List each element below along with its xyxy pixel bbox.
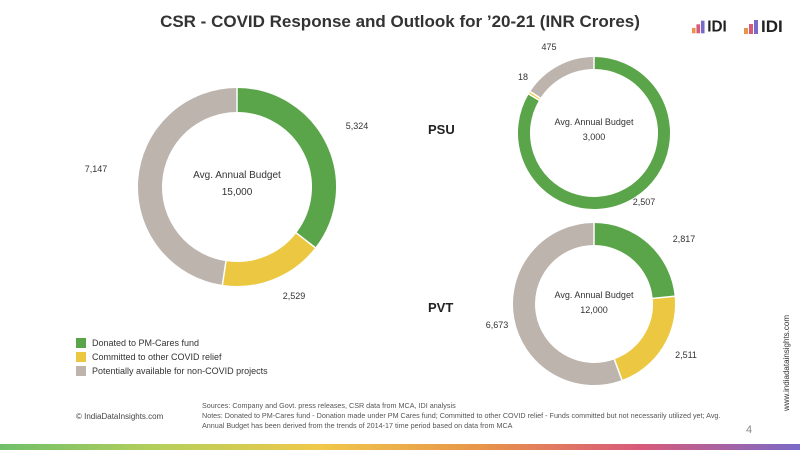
slice-separator — [527, 92, 541, 102]
donut-slice — [593, 223, 675, 299]
slice-value-label: 18 — [518, 72, 528, 82]
legend-swatch — [76, 338, 86, 348]
logo-text: IDI — [761, 17, 783, 36]
donut-slice — [518, 57, 670, 209]
donut-chart-psu: Avg. Annual Budget 3,000 2,507 18 475 — [518, 42, 670, 209]
slice-value-label: 6,673 — [486, 320, 509, 330]
legend-label: Committed to other COVID relief — [92, 352, 222, 362]
center-value: 12,000 — [580, 305, 608, 315]
legend: Donated to PM-Cares fund Committed to ot… — [76, 336, 268, 378]
slice-value-label: 2,529 — [283, 291, 306, 301]
legend-label: Potentially available for non-COVID proj… — [92, 366, 268, 376]
slice-value-label: 7,147 — [85, 164, 108, 174]
sources-text: Sources: Company and Govt. press release… — [202, 401, 456, 410]
legend-swatch — [76, 352, 86, 362]
page-number: 4 — [746, 424, 753, 436]
slice-value-label: 2,507 — [633, 197, 656, 207]
logo-bars-icon — [691, 20, 706, 34]
slice-separator — [613, 358, 623, 382]
slice-separator — [651, 295, 676, 300]
center-label: Avg. Annual Budget — [555, 290, 634, 300]
legend-item-donated: Donated to PM-Cares fund — [76, 336, 268, 350]
donut-slice — [530, 57, 595, 99]
logo-bars-icon — [744, 20, 759, 34]
legend-label: Donated to PM-Cares fund — [92, 338, 200, 348]
chart-label-psu: PSU — [428, 122, 455, 137]
donut-slice — [236, 88, 336, 248]
slice-value-label: 475 — [541, 42, 556, 52]
slice-separator — [529, 90, 542, 100]
bottom-gradient-bar — [0, 444, 800, 450]
website-text: www.indiadatainsights.com — [782, 315, 791, 412]
center-value: 3,000 — [583, 132, 606, 142]
logo-text: IDI — [707, 18, 727, 36]
center-value: 15,000 — [222, 187, 253, 198]
slice-value-label: 2,817 — [673, 234, 696, 244]
donut-slice — [222, 232, 316, 286]
slice-value-label: 2,511 — [675, 350, 697, 360]
donut-chart-pvt: Avg. Annual Budget 12,000 2,817 2,511 6,673 — [486, 222, 697, 385]
chart-label-pvt: PVT — [428, 300, 454, 315]
legend-item-potential: Potentially available for non-COVID proj… — [76, 364, 268, 378]
donut-chart-total: Avg. Annual Budget 15,000 5,324 2,529 7,147 — [85, 87, 369, 301]
center-label: Avg. Annual Budget — [193, 170, 281, 181]
idi-logo-secondary: IDI — [744, 16, 783, 38]
donut-slice — [613, 296, 675, 381]
notes-text: Notes: Donated to PM-Cares fund - Donati… — [202, 411, 721, 430]
footer-notes: Sources: Company and Govt. press release… — [202, 401, 722, 431]
center-label: Avg. Annual Budget — [555, 117, 634, 127]
legend-item-committed: Committed to other COVID relief — [76, 350, 268, 364]
slice-separator — [221, 260, 227, 287]
idi-logo: IDI — [691, 17, 727, 37]
slice-separator — [295, 231, 317, 249]
legend-swatch — [76, 366, 86, 376]
donut-slice — [513, 223, 622, 385]
slice-value-label: 5,324 — [346, 121, 369, 131]
donut-slice — [138, 88, 238, 285]
page-title: CSR - COVID Response and Outlook for ’20… — [160, 12, 640, 31]
copyright: © IndiaDataInsights.com — [76, 412, 164, 421]
